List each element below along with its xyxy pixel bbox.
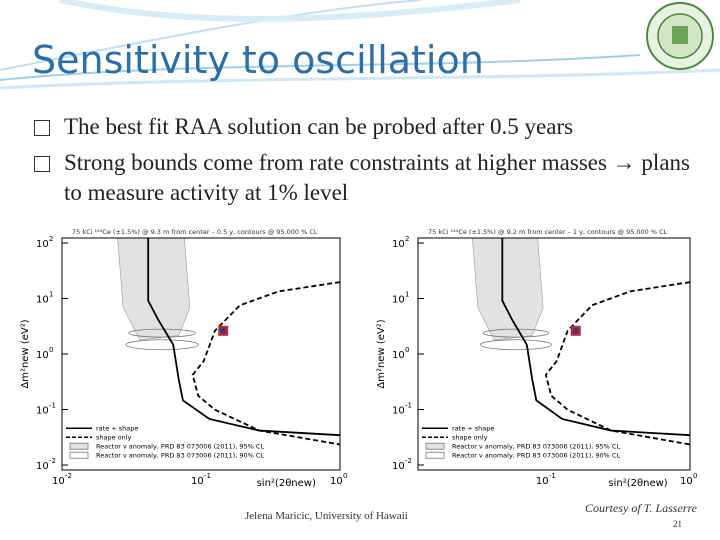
curve-rate-shape bbox=[501, 238, 691, 437]
plot: 75 kCi ¹⁴⁴Ce (±1.5%) @ 9.3 m from center… bbox=[20, 228, 347, 489]
y-tick-exp: -1 bbox=[405, 402, 412, 410]
plot-header: 75 kCi ¹⁴⁴Ce (±1.5%) @ 9.3 m from center… bbox=[72, 228, 318, 236]
y-tick-exp: 1 bbox=[49, 291, 53, 299]
wave bbox=[0, 68, 720, 90]
y-tick-exp: -2 bbox=[49, 457, 56, 465]
y-tick-base: 10 bbox=[36, 406, 49, 417]
legend-label: shape only bbox=[96, 434, 132, 442]
legend-swatch bbox=[425, 451, 445, 459]
y-tick-exp: 1 bbox=[405, 291, 409, 299]
y-tick-base: 10 bbox=[392, 295, 405, 306]
footer-author: Jelena Maricic, University of Hawaii bbox=[245, 510, 408, 522]
logo bbox=[646, 2, 714, 70]
curve-rate-shape bbox=[147, 238, 341, 437]
y-tick-exp: 0 bbox=[405, 346, 409, 354]
legend-label: Reactor ν anomaly, PRD 83 073006 (2011),… bbox=[96, 443, 264, 451]
x-tick-base: 10 bbox=[52, 476, 65, 487]
y-tick-exp: 2 bbox=[405, 235, 409, 243]
x-tick-exp: -1 bbox=[204, 472, 211, 480]
plot-header: 75 kCi ¹⁴⁴Ce (±1.5%) @ 9.2 m from center… bbox=[428, 228, 668, 236]
page-number: 21 bbox=[673, 519, 682, 529]
x-tick-base: 10 bbox=[191, 476, 204, 487]
x-tick-exp: 0 bbox=[343, 472, 347, 480]
wave bbox=[0, 0, 421, 71]
y-tick-base: 10 bbox=[392, 461, 405, 472]
shaded-region bbox=[472, 237, 544, 341]
y-tick-base: 10 bbox=[392, 350, 405, 361]
legend-swatch bbox=[69, 442, 89, 450]
plot: 75 kCi ¹⁴⁴Ce (±1.5%) @ 9.2 m from center… bbox=[376, 228, 697, 489]
contour bbox=[125, 339, 199, 351]
y-tick-base: 10 bbox=[36, 295, 49, 306]
best-fit-dot bbox=[572, 327, 579, 334]
y-tick-exp: 2 bbox=[49, 235, 53, 243]
y-tick-base: 10 bbox=[392, 239, 405, 250]
footer-credit: Courtesy of T. Lasserre bbox=[585, 501, 698, 515]
x-tick-base: 10 bbox=[330, 476, 343, 487]
legend-label: shape only bbox=[452, 434, 488, 442]
slide-title: Sensitivity to oscillation bbox=[32, 38, 484, 82]
y-tick-base: 10 bbox=[36, 239, 49, 250]
legend-swatch bbox=[69, 451, 89, 459]
legend-label: rate + shape bbox=[96, 425, 138, 433]
legend-label: rate + shape bbox=[452, 425, 494, 433]
y-axis-label: Δm²new (eV²) bbox=[376, 319, 387, 388]
x-tick-base: 10 bbox=[536, 476, 549, 487]
wave bbox=[59, 0, 521, 22]
legend-label: Reactor ν anomaly, PRD 83 073006 (2011),… bbox=[96, 452, 264, 460]
x-tick-exp: -1 bbox=[549, 472, 556, 480]
y-tick-exp: -2 bbox=[405, 457, 412, 465]
legend-label: Reactor ν anomaly, PRD 83 073006 (2011),… bbox=[452, 443, 620, 451]
y-tick-base: 10 bbox=[392, 406, 405, 417]
y-tick-base: 10 bbox=[36, 461, 49, 472]
curve-shape-only bbox=[544, 281, 691, 446]
x-tick-exp: -2 bbox=[65, 472, 72, 480]
contour bbox=[480, 339, 552, 351]
y-tick-base: 10 bbox=[36, 350, 49, 361]
legend-swatch bbox=[425, 442, 445, 450]
x-tick-base: 10 bbox=[680, 476, 693, 487]
shaded-region bbox=[117, 237, 191, 341]
contour bbox=[128, 328, 196, 338]
y-tick-exp: -1 bbox=[49, 402, 56, 410]
bullet: Strong bounds come from rate constraints… bbox=[30, 148, 700, 208]
legend-label: Reactor ν anomaly, PRD 83 073006 (2011),… bbox=[452, 452, 620, 460]
y-tick-exp: 0 bbox=[49, 346, 53, 354]
contour bbox=[482, 328, 549, 338]
x-tick-exp: 0 bbox=[693, 472, 697, 480]
plots: 75 kCi ¹⁴⁴Ce (±1.5%) @ 9.3 m from center… bbox=[20, 228, 697, 489]
x-axis-label: sin²(2θnew) bbox=[257, 478, 316, 489]
bullet: The best fit RAA solution can be probed … bbox=[30, 112, 700, 142]
wave bbox=[0, 54, 641, 81]
best-fit-dot bbox=[220, 327, 227, 334]
curve-shape-only bbox=[191, 281, 341, 446]
x-axis-label: sin²(2θnew) bbox=[608, 478, 667, 489]
y-axis-label: Δm²new (eV²) bbox=[20, 319, 31, 388]
